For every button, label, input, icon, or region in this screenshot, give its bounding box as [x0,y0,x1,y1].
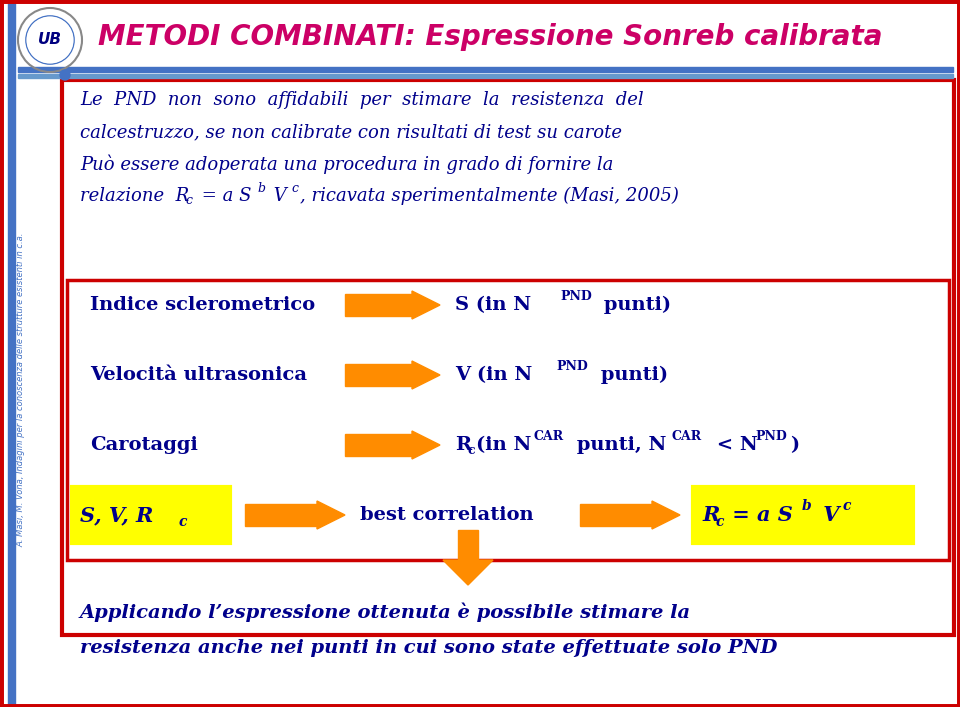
Text: CAR: CAR [672,431,702,443]
Bar [18,74,953,78]
Bar [67,280,949,560]
Polygon shape [412,291,440,319]
FancyBboxPatch shape [693,487,913,543]
Bar [345,294,412,315]
FancyBboxPatch shape [72,487,230,543]
Text: = a S: = a S [196,187,252,205]
Text: Velocità ultrasonica: Velocità ultrasonica [90,366,307,384]
Text: c: c [185,194,192,207]
Text: R: R [455,436,471,454]
Text: , ricavata sperimentalmente (Masi, 2005): , ricavata sperimentalmente (Masi, 2005) [300,187,679,205]
Text: calcestruzzo, se non calibrate con risultati di test su carote: calcestruzzo, se non calibrate con risul… [80,123,622,141]
Polygon shape [443,560,493,585]
Circle shape [32,22,68,58]
Text: V (in N: V (in N [455,366,532,384]
Text: V: V [268,187,287,205]
Text: b: b [802,499,812,513]
Text: b: b [257,182,265,194]
Text: c: c [843,499,852,513]
Text: c: c [468,443,475,457]
Text: Applicando l’espressione ottenuta è possibile stimare la: Applicando l’espressione ottenuta è poss… [80,602,691,621]
Text: Carotaggi: Carotaggi [90,436,198,454]
Bar [245,504,317,525]
Text: UB: UB [38,33,62,47]
Bar [458,530,478,560]
Text: punti): punti) [594,366,668,384]
Text: punti): punti) [597,296,671,314]
Text: S (in N: S (in N [455,296,531,314]
Text: PND: PND [560,291,591,303]
Text: (in N: (in N [476,436,532,454]
Text: METODI COMBINATI: Espressione Sonreb calibrata: METODI COMBINATI: Espressione Sonreb cal… [98,23,882,51]
Bar [345,434,412,455]
Text: c: c [291,182,298,194]
Text: resistenza anche nei punti in cui sono state effettuate solo PND: resistenza anche nei punti in cui sono s… [80,639,778,657]
Text: Le  PND  non  sono  affidabili  per  stimare  la  resistenza  del: Le PND non sono affidabili per stimare l… [80,91,643,109]
Text: c: c [716,515,725,529]
Text: c: c [179,515,187,529]
Text: V: V [816,505,839,525]
Polygon shape [412,431,440,459]
Text: A. Masi, M. Vona, Indagini per la conoscenza delle strutture esistenti in c.a.: A. Masi, M. Vona, Indagini per la conosc… [16,233,26,547]
Text: best correlation: best correlation [360,506,534,524]
Text: < N: < N [710,436,757,454]
Text: punti, N: punti, N [570,436,666,454]
Text: ): ) [790,436,799,454]
Circle shape [60,70,70,80]
Text: PND: PND [556,361,588,373]
Text: relazione  R: relazione R [80,187,189,205]
Text: R: R [702,505,719,525]
Bar [580,504,652,525]
Bar [345,364,412,385]
Bar [62,80,954,635]
Text: S, V, R: S, V, R [80,505,154,525]
Text: = a S: = a S [725,505,793,525]
Polygon shape [317,501,345,529]
Text: CAR: CAR [534,431,564,443]
Text: PND: PND [755,431,787,443]
Polygon shape [412,361,440,389]
Polygon shape [652,501,680,529]
Bar [8,0,15,707]
Bar [18,67,953,72]
Text: Indice sclerometrico: Indice sclerometrico [90,296,315,314]
Text: Può essere adoperata una procedura in grado di fornire la: Può essere adoperata una procedura in gr… [80,154,613,174]
